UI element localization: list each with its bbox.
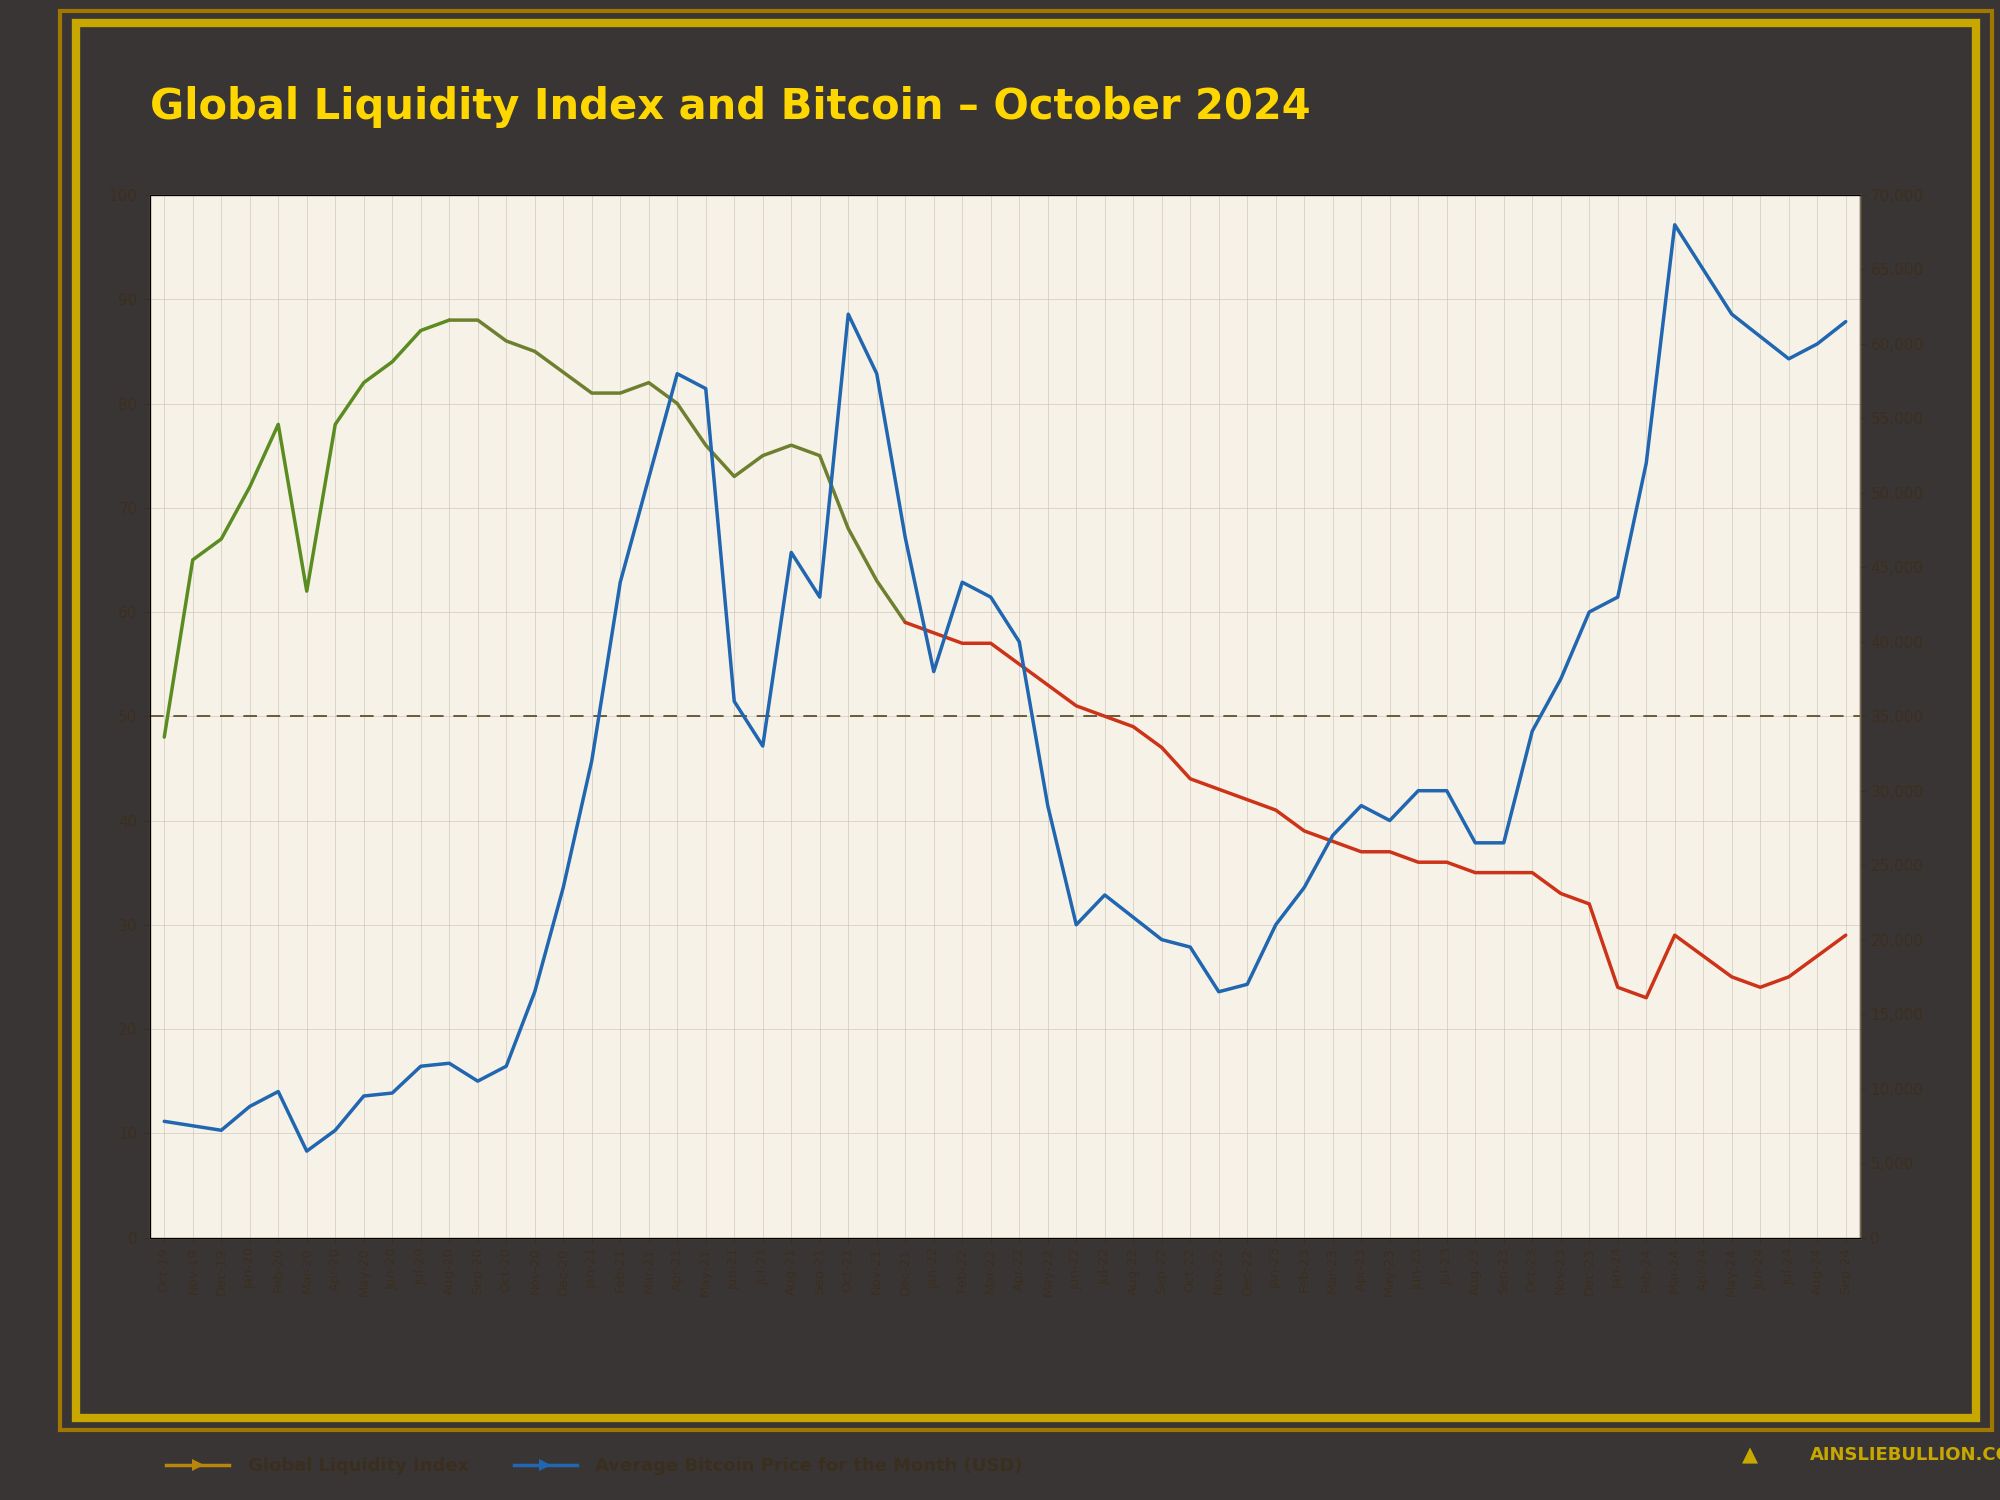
Legend: Global Liquidity Index, Average Bitcoin Price for the Month (USD): Global Liquidity Index, Average Bitcoin …: [160, 1450, 1030, 1482]
Text: ▲: ▲: [1742, 1444, 1758, 1466]
Text: Global Liquidity Index and Bitcoin – October 2024: Global Liquidity Index and Bitcoin – Oct…: [150, 86, 1310, 128]
Text: AINSLIEBULLION.COM.AU: AINSLIEBULLION.COM.AU: [1810, 1446, 2000, 1464]
